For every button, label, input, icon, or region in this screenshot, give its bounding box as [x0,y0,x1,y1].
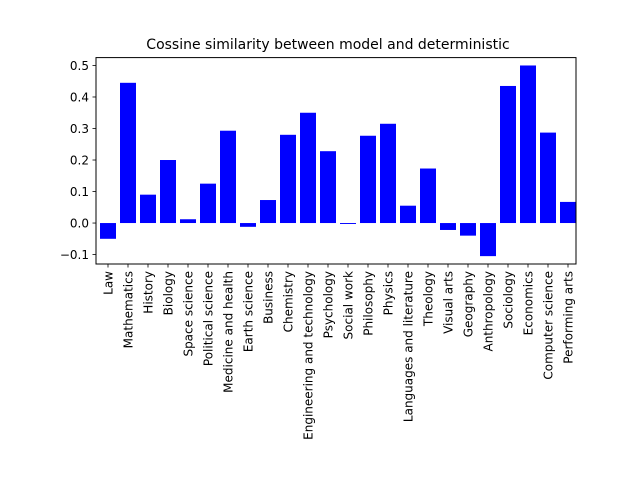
bar-2 [140,194,156,224]
x-tick-label: Theology [421,271,435,327]
bar-16 [420,168,436,224]
x-tick-label: Sociology [501,271,515,329]
bar-10 [300,112,316,224]
x-tick-label: Economics [521,271,535,335]
x-tick-label: Performing arts [561,271,575,364]
x-tick-label: Computer science [541,271,555,380]
y-tick-label: 0.2 [70,153,89,167]
bar-9 [280,134,296,224]
bar-0 [100,223,116,239]
bar-23 [560,201,576,224]
y-tick-label: 0.5 [70,59,89,73]
bar-12 [340,223,356,224]
bar-22 [540,132,556,224]
x-tick-label: Languages and literature [401,271,415,422]
bar-8 [260,200,276,224]
x-tick-label: Law [101,271,115,295]
bar-7 [240,223,256,227]
bar-20 [500,85,516,224]
bar-11 [320,151,336,224]
bar-1 [120,82,136,224]
x-tick-label: Visual arts [441,271,455,334]
bar-6 [220,130,236,224]
bars-group [100,65,576,257]
x-axis: Law Mathematics History Biology Space scienc… [101,264,575,440]
bar-15 [400,205,416,224]
y-tick-label: −0.1 [60,248,89,262]
x-tick-label: History [141,271,155,314]
bar-14 [380,123,396,224]
x-tick-label: Mathematics [121,271,135,348]
bar-5 [200,183,216,224]
x-tick-label: Earth science [241,271,255,352]
x-tick-label: Medicine and health [221,271,235,393]
x-tick-label: Space science [181,271,195,357]
x-tick-label: Engineering and technology [301,271,315,440]
plot-frame [95,57,577,265]
x-tick-label: Chemistry [281,271,295,332]
bar-17 [440,223,456,230]
x-tick-label: Geography [461,271,475,337]
y-tick-label: 0.4 [70,90,89,104]
x-tick-label: Political science [201,271,215,366]
chart-title: Cossine similarity between model and det… [146,37,509,53]
y-axis: 0.5 0.4 0.3 0.2 0.1 0.0 −0.1 [60,59,96,262]
y-tick-label: 0.3 [70,122,89,136]
x-tick-label: Biology [161,271,175,315]
y-tick-label: 0.0 [70,216,89,230]
x-tick-label: Social work [341,271,355,339]
x-tick-label: Physics [381,271,395,315]
y-tick-label: 0.1 [70,185,89,199]
x-tick-label: Business [261,271,275,324]
bar-3 [160,160,176,224]
bar-18 [460,223,476,236]
x-tick-label: Philosophy [361,271,375,336]
x-tick-label: Anthropology [481,271,495,352]
bar-4 [180,219,196,224]
bar-21 [520,65,536,224]
bar-19 [480,223,496,257]
x-tick-label: Psychology [321,271,335,338]
bar-13 [360,135,376,224]
